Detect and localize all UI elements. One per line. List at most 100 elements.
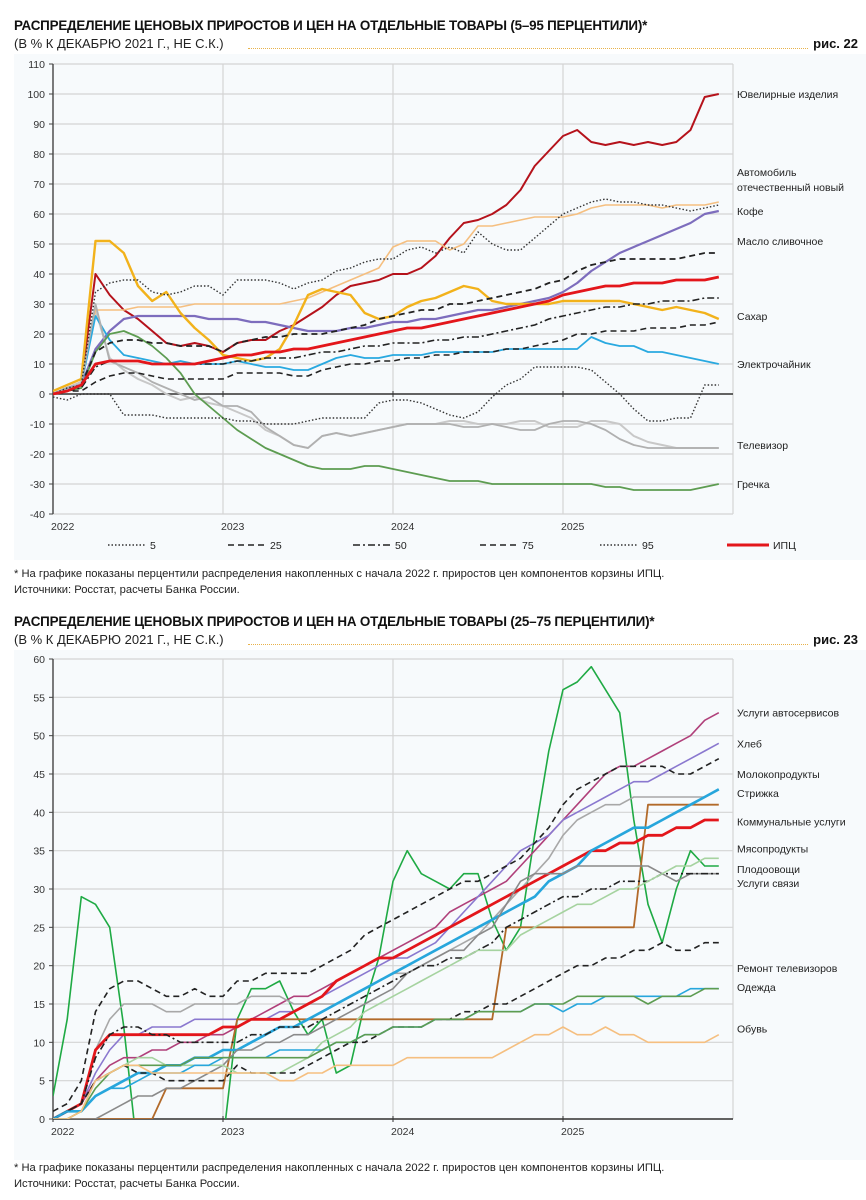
x-tick-label: 2022 — [51, 1126, 75, 1138]
x-tick-label: 2023 — [221, 1126, 245, 1138]
x-tick-label: 2024 — [391, 521, 415, 533]
series-line-tvrepair — [53, 941, 719, 1119]
legend-label-cpi: ИПЦ — [773, 540, 796, 552]
figure-1-chart: 1101009080706050403020100-10-20-30-40202… — [27, 59, 844, 552]
series-line-jewelry — [53, 93, 720, 395]
y-tick-label: 45 — [33, 769, 45, 781]
y-tick-label: 20 — [33, 961, 45, 973]
series-label-tv: Телевизор — [737, 440, 788, 452]
y-tick-label: 40 — [33, 807, 45, 819]
y-tick-label: 35 — [33, 846, 45, 858]
series-line-bread — [53, 742, 720, 1119]
series-line-utilities — [53, 803, 719, 1119]
series-line-autoservice — [53, 711, 720, 1119]
y-tick-label: 55 — [33, 692, 45, 704]
series-label-footwear: Обувь — [737, 1024, 768, 1036]
series-label-buckwheat: Гречка — [737, 479, 770, 491]
y-tick-label: 110 — [28, 59, 45, 71]
y-tick-label: 40 — [33, 269, 45, 281]
series-group — [53, 665, 720, 1119]
y-tick-label: -10 — [30, 419, 45, 431]
series-line-dairy — [53, 757, 720, 1113]
series-label-meat: Мясопродукты — [737, 843, 808, 855]
series-line-p5 — [53, 366, 719, 425]
figure-1-leader-dots — [248, 48, 808, 49]
figure-1-source: Источники: Росстат, расчеты Банка России… — [14, 584, 240, 596]
figure-2-leader-dots — [248, 644, 808, 645]
series-label-autoservice: Услуги автосервисов — [737, 708, 840, 720]
series-line-footwear — [53, 1026, 720, 1119]
series-line-telecom — [53, 665, 719, 1119]
series-label-fruitveg: Плодоовощи — [737, 864, 800, 876]
series-label-bread: Хлеб — [737, 738, 762, 750]
series-line-buckwheat — [53, 330, 719, 491]
y-tick-label: 30 — [33, 884, 45, 896]
figure-1-subtitle: (В % К ДЕКАБРЮ 2021 Г., НЕ С.К.) — [14, 36, 224, 51]
series-line-sugar — [53, 239, 720, 393]
series-label-clothes: Одежда — [737, 982, 776, 994]
figure-1-number: рис. 22 — [813, 36, 858, 51]
x-tick-label: 2025 — [561, 521, 585, 533]
y-tick-label: 50 — [33, 239, 45, 251]
y-tick-label: 10 — [33, 1037, 45, 1049]
legend-label-p5: 5 — [150, 540, 156, 552]
series-label-tvrepair: Ремонт телевизоров — [737, 963, 838, 975]
y-tick-label: -30 — [30, 479, 45, 491]
y-tick-label: 80 — [33, 149, 45, 161]
series-label-car: Автомобиль — [737, 167, 797, 179]
series-line-meat — [53, 788, 720, 1119]
series-label-kettle: Электрочайник — [737, 359, 811, 371]
series-group — [53, 93, 720, 491]
series-line-shoes_green — [53, 987, 719, 1119]
figure-2-subtitle: (В % К ДЕКАБРЮ 2021 Г., НЕ С.К.) — [14, 632, 224, 647]
y-tick-label: 30 — [33, 299, 45, 311]
series-line-clothes — [53, 987, 719, 1119]
series-line-p75_light — [53, 857, 719, 1119]
x-tick-label: 2025 — [561, 1126, 585, 1138]
series-line-p95 — [53, 198, 719, 395]
figure-2-title: РАСПРЕДЕЛЕНИЕ ЦЕНОВЫХ ПРИРОСТОВ И ЦЕН НА… — [14, 614, 655, 629]
x-tick-label: 2023 — [221, 521, 245, 533]
y-tick-label: 0 — [39, 389, 45, 401]
x-tick-label: 2022 — [51, 521, 75, 533]
y-tick-label: 5 — [39, 1076, 45, 1088]
legend-label-p50: 50 — [395, 540, 407, 552]
y-tick-label: 0 — [39, 1114, 45, 1126]
series-line-p25 — [53, 321, 719, 395]
figure-2-note: * На графике показаны перцентили распред… — [14, 1162, 665, 1174]
series-label-sugar: Сахар — [737, 311, 768, 323]
legend-label-p95: 95 — [642, 540, 654, 552]
series-label-jewelry: Ювелирные изделия — [737, 89, 838, 101]
y-tick-label: -20 — [30, 449, 45, 461]
y-tick-label: 90 — [33, 119, 45, 131]
y-tick-label: 60 — [33, 209, 45, 221]
series-line-cpi — [53, 275, 720, 396]
y-tick-label: 10 — [33, 359, 45, 371]
series-label-utilities: Коммунальные услуги — [737, 817, 846, 829]
y-tick-label: 25 — [33, 922, 45, 934]
legend-label-p25: 25 — [270, 540, 282, 552]
figure-2-number: рис. 23 — [813, 632, 858, 647]
y-tick-label: 100 — [27, 89, 45, 101]
figure-2-source: Источники: Росстат, расчеты Банка России… — [14, 1178, 240, 1190]
y-tick-label: 50 — [33, 731, 45, 743]
series-label-car2: отечественный новый — [737, 182, 844, 194]
series-label-butter: Масло сливочное — [737, 236, 823, 248]
legend-label-p75: 75 — [522, 540, 534, 552]
series-line-coffee — [53, 201, 719, 395]
x-tick-label: 2024 — [391, 1126, 415, 1138]
y-tick-label: 15 — [33, 999, 45, 1011]
y-tick-label: -40 — [30, 509, 45, 521]
series-line-fruitveg — [53, 865, 719, 1119]
series-label-telecom: Услуги связи — [737, 878, 799, 890]
y-tick-label: 70 — [33, 179, 45, 191]
figure-2-chart-area — [14, 650, 866, 1160]
figure-1-note: * На графике показаны перцентили распред… — [14, 568, 665, 580]
series-line-butter — [53, 209, 720, 396]
series-label-coffee: Кофе — [737, 206, 764, 218]
series-label-haircut: Стрижка — [737, 788, 779, 800]
y-tick-label: 20 — [33, 329, 45, 341]
series-line-p50 — [53, 872, 719, 1119]
y-tick-label: 60 — [33, 654, 45, 666]
